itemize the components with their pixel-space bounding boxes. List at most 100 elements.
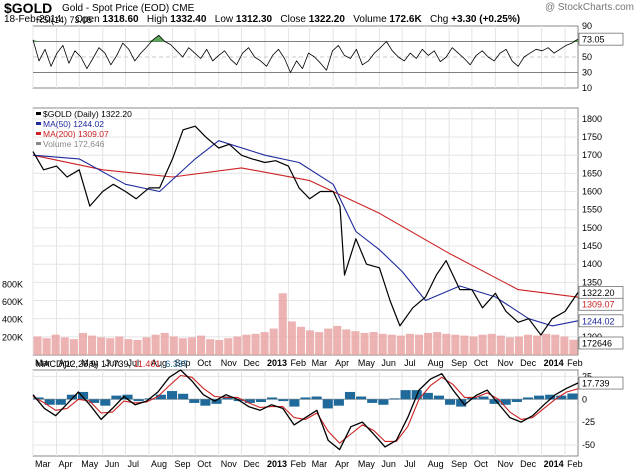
high-label: High — [146, 14, 168, 25]
macd-x-label: May — [358, 459, 376, 469]
volume-tick-label: 600K — [2, 297, 23, 307]
price-x-label: Nov — [497, 358, 514, 368]
watermark[interactable]: @ StockCharts.com — [544, 2, 634, 13]
macd-tick-label: -25 — [582, 417, 595, 427]
volume-bar — [97, 337, 106, 355]
macd-legend-part: 11.401 — [134, 359, 161, 369]
symbol-title: $GOLD — [4, 0, 53, 16]
volume-bar — [60, 337, 69, 355]
rsi-current-label-box — [578, 32, 624, 46]
price-tick-label: 1700 — [582, 150, 602, 160]
price-x-label: Mar — [35, 358, 51, 368]
volume-bar — [369, 332, 378, 355]
volume-bar — [560, 336, 569, 355]
macd-x-label: Feb — [567, 459, 583, 469]
rsi-line — [32, 34, 579, 73]
price-legend-swatch — [36, 142, 41, 145]
volume-bar — [415, 334, 424, 355]
volume-bar — [78, 332, 87, 355]
volume-bar — [405, 333, 414, 355]
volume-bar — [88, 335, 97, 355]
volume-bar — [33, 336, 42, 355]
macd-histogram-bar — [200, 399, 211, 406]
price-tick-label: 1800 — [582, 114, 602, 124]
macd-histogram-bar — [567, 393, 578, 400]
macd-histogram-bar — [400, 390, 411, 400]
volume-bar — [160, 332, 169, 355]
macd-histogram-bar — [244, 399, 255, 403]
quote-line: 18-Feb-2014 Open 1318.60 High 1332.40 Lo… — [4, 14, 520, 25]
macd-x-label: Jul — [404, 459, 416, 469]
macd-histogram-bar — [77, 391, 89, 400]
price-tick-label: 1450 — [582, 241, 602, 251]
open-label: Open — [75, 14, 100, 25]
macd-legend-part: , 6.337 — [160, 359, 188, 369]
macd-histogram-bar — [278, 399, 289, 402]
ma200-current-label-box — [578, 297, 624, 311]
macd-current-label: 17.739 — [582, 379, 610, 389]
macd-histogram-bar — [356, 396, 367, 400]
volume-bar — [524, 334, 533, 355]
volume-bar — [478, 334, 487, 355]
volume-bar — [542, 333, 551, 355]
macd-x-label: Nov — [497, 459, 514, 469]
rsi-current-label: 73.05 — [582, 35, 605, 45]
price-tick-label: 1350 — [582, 277, 602, 287]
macd-x-label: Oct — [197, 459, 212, 469]
price-x-label: Feb — [290, 358, 306, 368]
price-legend-2: MA(200) 1309.07 — [43, 129, 109, 139]
macd-histogram-bar — [55, 399, 66, 405]
macd-histogram-bar — [367, 399, 378, 403]
macd-histogram-bar — [534, 395, 545, 400]
volume-bar — [51, 334, 60, 355]
macd-x-label: Apr — [58, 459, 72, 469]
price-x-label: Mar — [312, 358, 328, 368]
volume-bar — [133, 340, 142, 355]
volume-bar — [178, 338, 187, 355]
volume-bar — [442, 333, 451, 355]
ma50-current-label: 1244.02 — [582, 316, 615, 326]
price-x-label: Dec — [243, 358, 260, 368]
price-line — [32, 125, 579, 336]
macd-histogram-bar — [456, 399, 467, 407]
macd-histogram-bar — [33, 397, 44, 400]
macd-histogram-bar — [100, 399, 111, 406]
volume-bar — [115, 336, 124, 355]
rsi-legend: RSI(14) 73.05 — [36, 15, 92, 25]
volume-bar — [233, 336, 242, 355]
macd-tick-label: 0 — [582, 394, 587, 404]
volume-bar — [296, 326, 305, 355]
price-x-label: May — [81, 358, 99, 368]
macd-x-label: Aug — [428, 459, 444, 469]
volume-bar — [251, 333, 260, 355]
quote-date: 18-Feb-2014 — [4, 14, 62, 25]
volume-tick-label: 200K — [2, 332, 23, 342]
price-legend-0: $GOLD (Daily) 1322.20 — [43, 109, 132, 119]
price-tick-label: 1650 — [582, 168, 602, 178]
macd-histogram-bar — [189, 399, 200, 403]
price-x-label: Jun — [381, 358, 396, 368]
volume-bar — [487, 333, 496, 355]
macd-histogram-bar — [111, 395, 122, 400]
rsi-panel — [32, 25, 579, 89]
volume-bar — [396, 335, 405, 355]
rsi-tick-label: 10 — [582, 83, 592, 93]
macd-x-label: Feb — [290, 459, 306, 469]
volume-bar — [106, 338, 115, 355]
price-x-label: Aug — [428, 358, 444, 368]
macd-histogram-bar — [522, 397, 534, 400]
price-legend-swatch — [36, 122, 41, 125]
price-x-label: Sep — [451, 358, 467, 368]
volume-value: 172.6K — [389, 14, 422, 25]
price-tick-label: 1750 — [582, 132, 602, 142]
macd-x-label: Jul — [127, 459, 139, 469]
macd-histogram-bar — [133, 399, 144, 402]
macd-x-label: Nov — [221, 459, 238, 469]
symbol-description: Gold - Spot Price (EOD) CME — [62, 3, 195, 14]
price-tick-label: 1500 — [582, 223, 602, 233]
macd-x-label: Apr — [335, 459, 349, 469]
price-legend-3: Volume 172,646 — [43, 139, 105, 149]
macd-histogram-bar — [155, 394, 166, 400]
macd-histogram-bar — [44, 399, 55, 405]
open-value: 1318.60 — [102, 14, 139, 25]
